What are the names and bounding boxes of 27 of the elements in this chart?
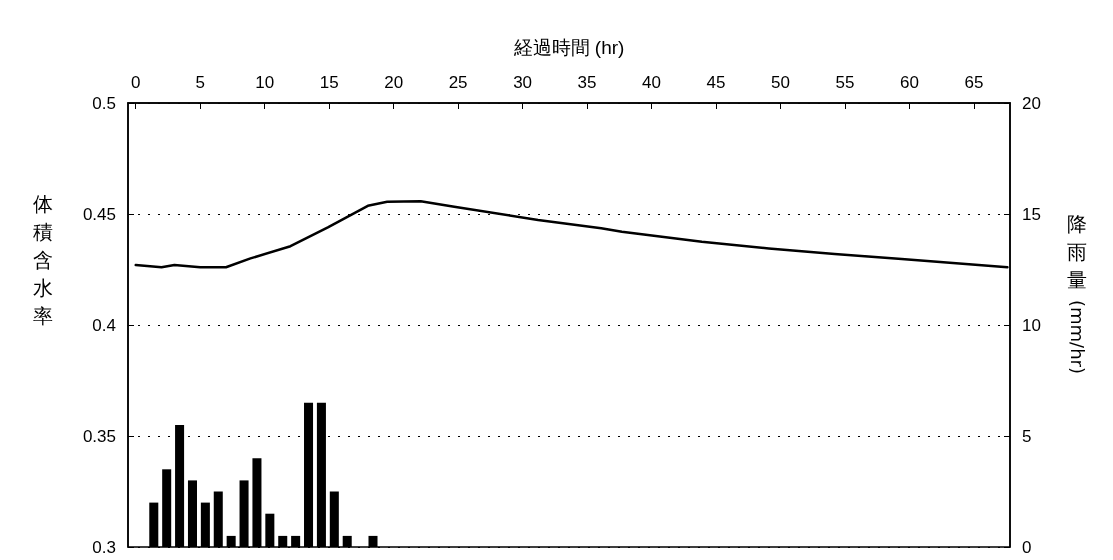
y-tick-label: 0.45 bbox=[82, 204, 116, 224]
x-tick-label: 60 bbox=[899, 73, 919, 92]
x-tick-label: 45 bbox=[706, 73, 726, 92]
y2-tick-label: 10 bbox=[1022, 315, 1041, 335]
y-tick-label: 0.4 bbox=[92, 315, 116, 335]
x-axis-title: 経過時間 (hr) bbox=[512, 37, 625, 58]
x-tick-label: 30 bbox=[513, 73, 533, 92]
y2-tick-label: 20 bbox=[1022, 93, 1041, 113]
x-tick-label: 0 bbox=[131, 73, 141, 92]
y-tick-label: 0.5 bbox=[92, 93, 116, 113]
y-tick-label: 0.3 bbox=[92, 537, 116, 557]
y2-tick-label: 0 bbox=[1022, 537, 1032, 557]
x-tick-label: 10 bbox=[255, 73, 275, 92]
y-axis-title: 体積含水率 bbox=[32, 191, 54, 330]
x-tick-label: 35 bbox=[577, 73, 597, 92]
y2-axis-title: 降雨量 (mm/hr) bbox=[1066, 211, 1089, 374]
y2-tick-label: 5 bbox=[1022, 426, 1032, 446]
y-tick-label: 0.35 bbox=[82, 426, 116, 446]
y2-tick-label: 15 bbox=[1022, 204, 1041, 224]
x-tick-label: 15 bbox=[319, 73, 339, 92]
x-tick-label: 25 bbox=[448, 73, 468, 92]
x-tick-label: 50 bbox=[771, 73, 790, 92]
x-tick-label: 55 bbox=[835, 73, 855, 92]
x-tick-label: 65 bbox=[964, 73, 984, 92]
x-tick-label: 5 bbox=[195, 73, 205, 92]
x-tick-label: 20 bbox=[384, 73, 404, 92]
x-tick-label: 40 bbox=[642, 73, 661, 92]
